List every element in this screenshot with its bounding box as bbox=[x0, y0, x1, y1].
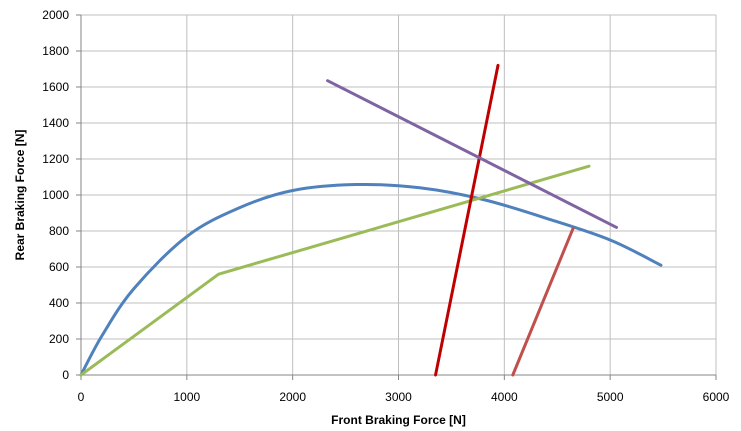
x-tick-label: 5000 bbox=[597, 390, 624, 404]
x-tick-label: 6000 bbox=[703, 390, 730, 404]
y-tick-label: 1600 bbox=[42, 80, 69, 94]
y-tick-label: 600 bbox=[49, 260, 69, 274]
series-line-2 bbox=[79, 164, 591, 377]
y-tick-label: 400 bbox=[49, 296, 69, 310]
y-tick-label: 1400 bbox=[42, 116, 69, 130]
y-tick-label: 2000 bbox=[42, 8, 69, 22]
y-tick-label: 200 bbox=[49, 332, 69, 346]
x-tick-label: 1000 bbox=[173, 390, 200, 404]
y-tick-label: 1800 bbox=[42, 44, 69, 58]
gridlines bbox=[81, 14, 717, 375]
y-tick-label: 0 bbox=[62, 368, 69, 382]
series-line-1 bbox=[79, 182, 663, 377]
x-tick-label: 3000 bbox=[385, 390, 412, 404]
tick-labels: 0 1000 2000 3000 4000 5000 6000 0 200 400 600 800 10… bbox=[42, 8, 729, 404]
series-line-3 bbox=[434, 63, 500, 377]
y-tick-label: 1200 bbox=[42, 152, 69, 166]
x-tick-label: 2000 bbox=[279, 390, 306, 404]
y-tick-label: 1000 bbox=[42, 188, 69, 202]
x-axis-title: Front Braking Force [N] bbox=[331, 413, 466, 427]
y-axis-title: Rear Braking Force [N] bbox=[13, 130, 27, 261]
series-layer bbox=[79, 63, 663, 377]
x-tick-label: 4000 bbox=[491, 390, 518, 404]
x-tick-label: 0 bbox=[78, 390, 85, 404]
series-line-4 bbox=[511, 226, 575, 377]
y-tick-label: 800 bbox=[49, 224, 69, 238]
axes bbox=[76, 14, 717, 380]
series-line-5 bbox=[326, 79, 619, 229]
